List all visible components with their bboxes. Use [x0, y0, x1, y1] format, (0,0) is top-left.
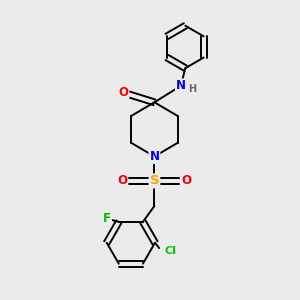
Text: O: O — [118, 86, 128, 99]
Text: H: H — [188, 84, 196, 94]
Text: N: N — [149, 150, 159, 163]
Text: O: O — [117, 174, 127, 188]
Text: S: S — [150, 174, 159, 188]
Text: F: F — [103, 212, 111, 225]
Text: Cl: Cl — [164, 246, 176, 256]
Text: O: O — [182, 174, 192, 188]
Text: N: N — [176, 79, 186, 92]
